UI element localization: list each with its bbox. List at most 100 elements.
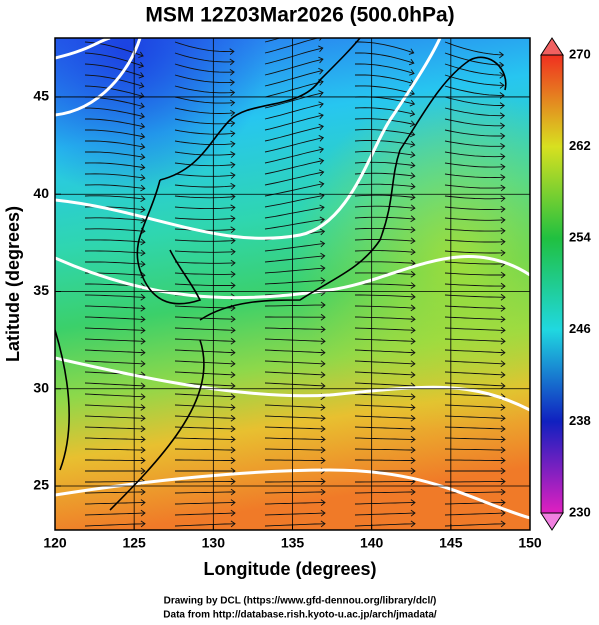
streamline xyxy=(264,267,325,274)
streamline xyxy=(84,184,145,189)
stream-arrow xyxy=(500,382,506,390)
streamline xyxy=(174,85,235,94)
grid xyxy=(55,38,530,530)
stream-arrow xyxy=(320,425,326,433)
streamline xyxy=(355,41,414,54)
streamline xyxy=(174,437,236,440)
stream-arrow xyxy=(230,248,236,256)
stream-arrow xyxy=(320,446,326,454)
stream-arrow xyxy=(230,282,236,289)
streamline xyxy=(84,448,146,451)
streamline xyxy=(264,92,324,109)
stream-arrow xyxy=(410,457,416,464)
streamline xyxy=(84,338,146,342)
stream-arrow xyxy=(138,82,145,89)
stream-arrow xyxy=(319,181,325,188)
streamline xyxy=(355,283,416,287)
stream-arrow xyxy=(230,259,236,267)
y-tick-label: 30 xyxy=(33,379,49,395)
stream-arrow xyxy=(591,510,595,516)
streamline xyxy=(444,63,504,76)
stream-arrow xyxy=(410,349,416,356)
streamline xyxy=(174,283,236,286)
stream-arrow xyxy=(320,277,326,284)
stream-arrow xyxy=(140,184,146,192)
stream-arrow xyxy=(500,467,506,475)
streamline xyxy=(264,349,325,354)
stream-arrow xyxy=(230,371,236,379)
streamline xyxy=(84,491,145,494)
x-tick-label: 145 xyxy=(439,535,463,551)
streamline xyxy=(84,426,146,430)
stream-arrow xyxy=(140,360,146,368)
streamline xyxy=(85,481,145,483)
stream-arrow xyxy=(140,249,146,257)
streamline xyxy=(355,294,416,298)
x-tick-label: 120 xyxy=(43,535,67,551)
stream-arrow xyxy=(410,404,416,411)
streamline xyxy=(444,162,505,168)
stream-arrow xyxy=(320,382,326,390)
streamline xyxy=(354,327,416,331)
stream-arrow xyxy=(500,195,506,202)
stream-arrow xyxy=(230,414,236,422)
stream-arrow xyxy=(589,112,594,119)
stream-arrow xyxy=(410,315,416,323)
stream-arrow xyxy=(500,163,506,171)
streamline xyxy=(354,107,415,115)
streamline xyxy=(354,393,415,398)
x-tick-label: 130 xyxy=(202,535,226,551)
stream-arrow xyxy=(410,293,416,301)
stream-arrow xyxy=(319,240,326,248)
stream-arrow xyxy=(590,216,595,223)
streamline xyxy=(444,283,505,287)
stream-arrow xyxy=(589,124,594,131)
stream-arrow xyxy=(319,204,325,212)
stream-arrow xyxy=(230,161,236,169)
streamline xyxy=(354,349,415,354)
streamline xyxy=(84,327,145,331)
stream-arrow xyxy=(410,446,416,454)
streamline xyxy=(174,512,236,516)
stream-arrow xyxy=(320,509,326,517)
streamline xyxy=(444,107,505,117)
stream-arrow xyxy=(500,205,506,213)
stream-arrow xyxy=(409,130,416,138)
streamline xyxy=(264,382,325,387)
streamline xyxy=(354,261,416,264)
stream-arrow xyxy=(140,457,146,464)
stream-arrow xyxy=(320,478,326,485)
stream-arrow xyxy=(590,241,595,247)
y-tick-label: 40 xyxy=(33,185,49,201)
streamline xyxy=(355,459,415,461)
streamline xyxy=(354,437,416,440)
streamline xyxy=(174,448,236,451)
streamline xyxy=(444,415,506,419)
stream-arrow xyxy=(591,326,595,332)
y-tick-label: 45 xyxy=(33,88,49,104)
stream-arrow xyxy=(500,488,506,496)
stream-arrow xyxy=(410,436,416,443)
stream-arrow xyxy=(230,436,236,443)
stream-arrow xyxy=(230,226,236,234)
streamline xyxy=(174,250,236,253)
colorbar-tick-label: 238 xyxy=(569,413,591,428)
streamline xyxy=(444,184,505,189)
stream-arrow xyxy=(409,69,415,76)
stream-arrow xyxy=(500,326,506,334)
streamline xyxy=(84,151,145,158)
stream-arrow xyxy=(318,45,324,53)
streamline xyxy=(264,137,324,153)
streamline xyxy=(354,216,415,220)
stream-arrow xyxy=(140,436,146,443)
streamline xyxy=(264,47,323,65)
streamline xyxy=(444,173,505,179)
streamline xyxy=(354,272,416,275)
streamline xyxy=(264,160,324,175)
streamline xyxy=(174,217,235,220)
streamline xyxy=(85,118,145,128)
y-tick-label: 35 xyxy=(33,282,49,298)
streamline xyxy=(174,151,235,156)
x-tick-label: 135 xyxy=(281,535,305,551)
stream-arrow xyxy=(318,169,325,176)
